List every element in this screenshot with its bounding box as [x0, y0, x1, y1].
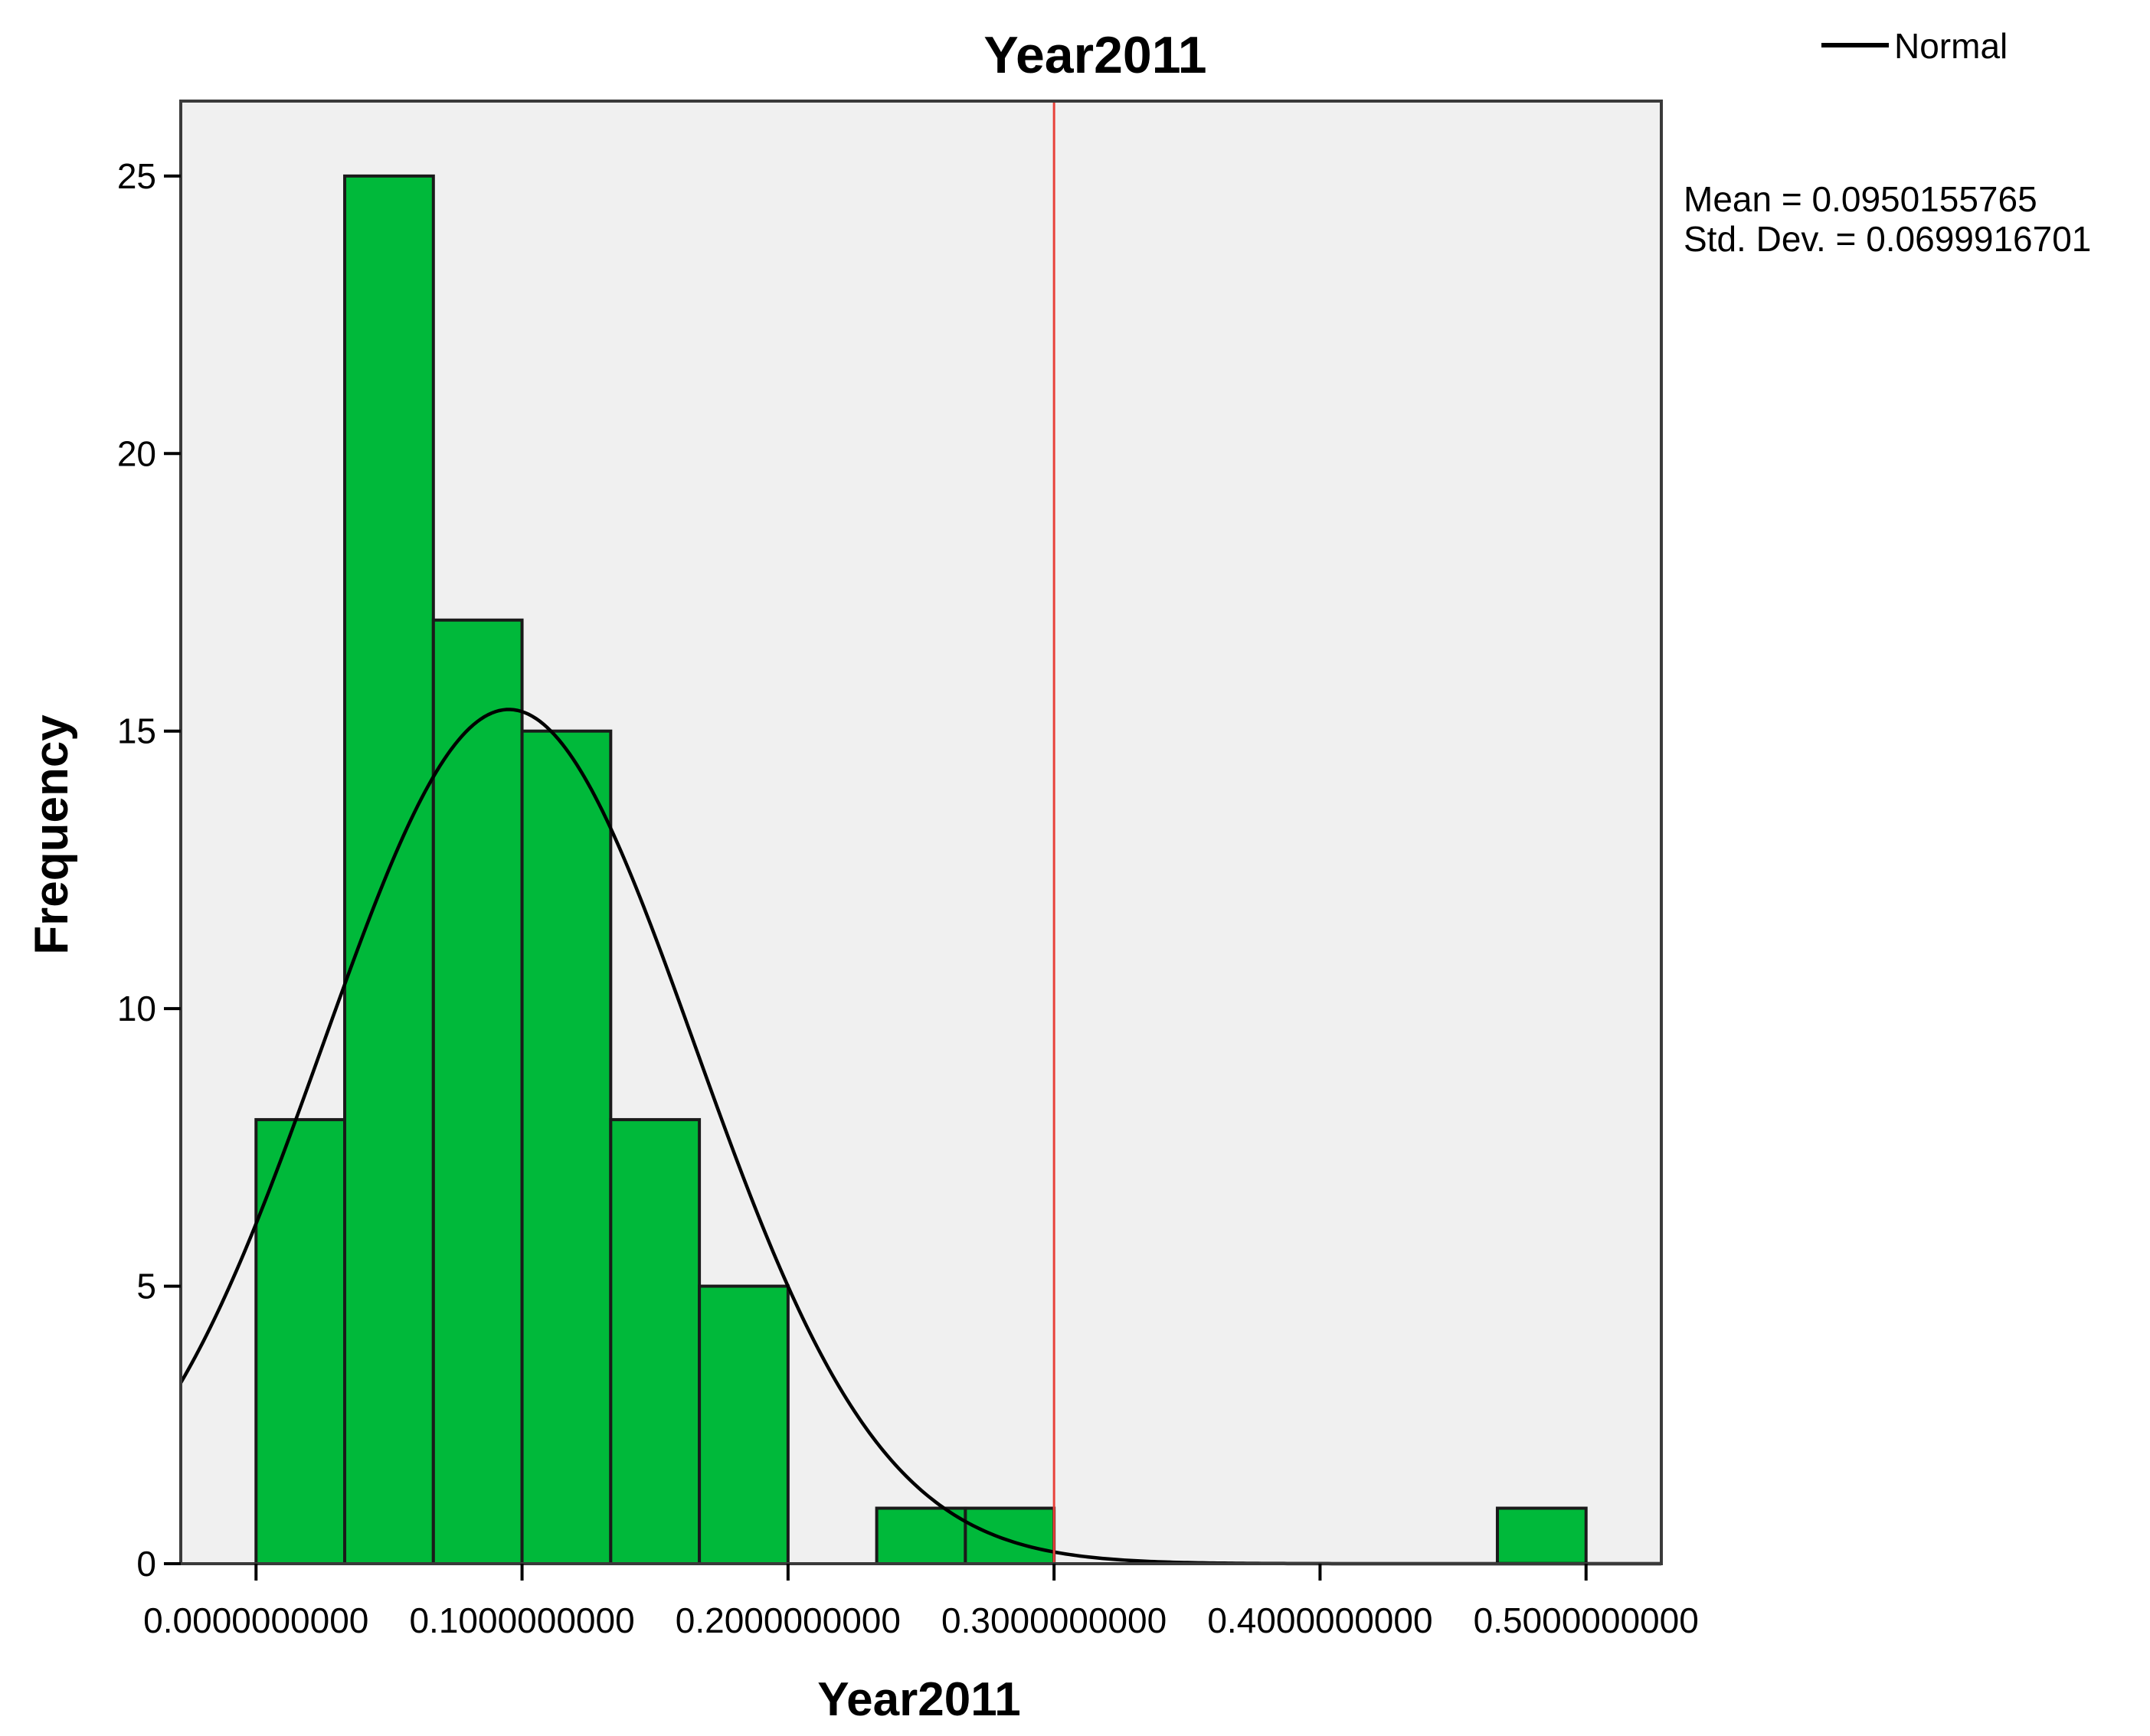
y-tick-label: 10: [117, 989, 156, 1028]
histogram-bar-4: [520, 729, 613, 1565]
mean-label: Mean = 0.0950155765: [1684, 179, 2037, 219]
x-tick-label: 0.2000000000: [676, 1600, 901, 1640]
histogram-bar-7: [875, 1506, 967, 1566]
legend: Normal: [1821, 26, 2008, 66]
x-axis-label: Year2011: [817, 1673, 1021, 1726]
histogram-bar-5: [609, 1118, 702, 1566]
plot-frame: [179, 100, 1663, 1565]
chart-title: Year2011: [983, 26, 1206, 84]
histogram-bar-8: [964, 1506, 1056, 1566]
x-tick-label: 0.5000000000: [1474, 1600, 1699, 1640]
y-tick-label: 5: [136, 1267, 156, 1306]
histogram-bar-1: [254, 1118, 347, 1566]
y-tick-label: 0: [136, 1544, 156, 1584]
histogram-bar-3: [431, 618, 524, 1565]
stats-box: Mean = 0.0950155765 Std. Dev. = 0.069991…: [1684, 179, 2091, 259]
x-axis-ticks: 0.0000000000 0.1000000000 0.2000000000 0.30…: [143, 1564, 1699, 1640]
x-tick-label: 0.4000000000: [1207, 1600, 1432, 1640]
histogram-bar-6: [698, 1284, 790, 1565]
x-tick-label: 0.0000000000: [143, 1600, 368, 1640]
x-tick-label: 0.3000000000: [941, 1600, 1167, 1640]
histogram-bars: [254, 174, 1588, 1566]
y-tick-label: 15: [117, 711, 156, 751]
y-axis-ticks: 0 5 10 15 20 25: [117, 156, 181, 1584]
legend-normal-label: Normal: [1894, 26, 2008, 66]
x-tick-label: 0.1000000000: [409, 1600, 634, 1640]
std-dev-label: Std. Dev. = 0.0699916701: [1684, 219, 2091, 259]
histogram-bar-9: [1495, 1506, 1588, 1566]
y-tick-label: 25: [117, 156, 156, 196]
y-axis-label: Frequency: [25, 714, 78, 955]
y-tick-label: 20: [117, 433, 156, 473]
